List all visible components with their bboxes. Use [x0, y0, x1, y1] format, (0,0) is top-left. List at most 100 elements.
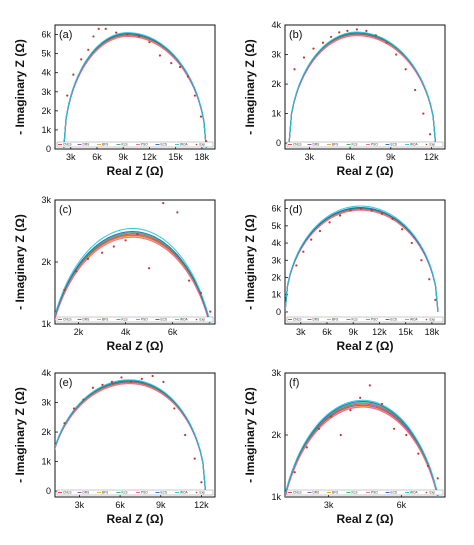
- data-point: [115, 31, 118, 34]
- data-point: [380, 212, 384, 215]
- fit-line-pso: [55, 383, 207, 492]
- legend: CNLS DRS BFS KLS PSO ECS WOA Exp: [286, 316, 444, 323]
- legend: CNLS DRS BFS KLS PSO ECS WOA Exp: [56, 489, 214, 496]
- data-point: [295, 264, 298, 267]
- x-tick-label: 6k: [345, 152, 355, 162]
- fit-line-pso: [55, 236, 211, 324]
- data-point: [434, 298, 437, 301]
- y-tick-label: 2k: [41, 257, 51, 267]
- legend-label-drs: DRS: [83, 143, 90, 147]
- data-point: [355, 28, 358, 31]
- legend-label-kls: KLS: [352, 318, 358, 322]
- y-axis-title: - Imaginary Z (Ω): [13, 39, 27, 135]
- data-point: [193, 457, 196, 460]
- data-point: [401, 228, 404, 231]
- data-point: [302, 56, 306, 59]
- legend-box: [56, 316, 214, 323]
- fit-line-cnls: [285, 208, 439, 312]
- data-point: [405, 433, 408, 437]
- fit-line-bfs: [285, 209, 439, 312]
- x-tick-label: 6k: [168, 327, 178, 337]
- legend-label-kls: KLS: [122, 491, 128, 495]
- x-tick-label: 12k: [194, 500, 209, 510]
- data-point: [137, 35, 141, 38]
- x-tick-label: 12k: [142, 152, 157, 162]
- data-point: [392, 427, 396, 430]
- data-point: [359, 396, 362, 399]
- legend-label-cnls: CNLS: [63, 143, 72, 147]
- legend-label-ecs: ECS: [391, 318, 398, 322]
- data-point: [302, 250, 305, 253]
- plot-area: [55, 202, 212, 324]
- fit-line-ecs: [55, 231, 211, 324]
- fit-line-woa: [55, 227, 211, 324]
- fit-line-kls: [55, 380, 207, 492]
- legend-marker-exp: [425, 491, 428, 494]
- data-point: [148, 267, 151, 270]
- data-point: [97, 27, 100, 30]
- legend-box: [56, 489, 214, 496]
- x-tick-label: 15k: [398, 327, 413, 337]
- y-tick-label: 1k: [271, 290, 281, 300]
- fit-line-bfs: [55, 382, 207, 492]
- fit-line-drs: [55, 234, 211, 324]
- fit-line-woa: [63, 32, 207, 149]
- legend-label-woa: WOA: [410, 491, 418, 495]
- legend-label-pso: PSO: [371, 318, 378, 322]
- y-tick-label: 2k: [271, 79, 281, 89]
- data-point: [63, 422, 66, 425]
- data-point: [318, 229, 322, 233]
- legend-label-cnls: CNLS: [293, 318, 302, 322]
- fit-line-pso: [285, 209, 439, 312]
- data-point: [385, 41, 388, 44]
- legend-label-exp: Exp: [430, 491, 436, 495]
- x-tick-label: 6k: [322, 327, 332, 337]
- legend-label-pso: PSO: [371, 143, 378, 147]
- fit-line-cnls: [288, 33, 437, 144]
- x-axis-title: Real Z (Ω): [107, 164, 164, 178]
- fit-line-drs: [55, 381, 207, 492]
- fit-line-pso: [288, 35, 437, 144]
- plot-frame: [284, 199, 446, 325]
- fit-line-woa: [285, 205, 439, 312]
- data-point: [368, 384, 371, 387]
- x-tick-label: 2k: [74, 327, 84, 337]
- plot-area: [63, 27, 208, 149]
- fit-line-ecs: [63, 32, 207, 149]
- chart-panel: 2k 4k 6k 1k 2k 3k Real Z (Ω) - Imaginary Z (Ω) (…: [13, 195, 216, 353]
- data-point: [87, 48, 90, 51]
- legend-box: [56, 141, 214, 148]
- fit-line-kls: [63, 33, 207, 149]
- data-point: [395, 53, 398, 56]
- data-point: [184, 433, 187, 437]
- fit-line-drs: [288, 33, 437, 144]
- y-axis-title: - Imaginary Z (Ω): [243, 39, 257, 135]
- legend-label-woa: WOA: [180, 143, 188, 147]
- data-point: [428, 278, 431, 281]
- legend-box: [286, 489, 444, 496]
- legend-label-ecs: ECS: [391, 143, 398, 147]
- data-point: [349, 209, 352, 212]
- data-point: [120, 376, 123, 379]
- legend-marker-exp: [425, 143, 428, 146]
- data-point: [126, 33, 129, 36]
- data-point: [329, 415, 333, 418]
- x-axis-title: Real Z (Ω): [337, 164, 394, 178]
- data-point: [101, 383, 104, 386]
- chart-panel: 3k 6k 9k 12k 15k 18k 0 1k 2k 3k 4k 5k 6k Real Z (Ω) - …: [13, 24, 216, 178]
- legend-label-drs: DRS: [83, 318, 90, 322]
- x-axis-title: Real Z (Ω): [337, 512, 394, 526]
- data-point: [66, 94, 69, 97]
- fit-line-ecs: [288, 32, 437, 144]
- legend-label-drs: DRS: [313, 491, 320, 495]
- legend-label-woa: WOA: [410, 318, 418, 322]
- data-point: [173, 407, 176, 410]
- data-point: [124, 239, 127, 242]
- data-point: [92, 35, 95, 38]
- y-tick-label: 1k: [41, 457, 51, 467]
- panel-label: (e): [59, 377, 72, 389]
- legend-box: [286, 141, 444, 148]
- chart-panel: 3k 6k 9k 12k 0 1k 2k 3k 4k Real Z (Ω) - Imaginary …: [243, 20, 446, 178]
